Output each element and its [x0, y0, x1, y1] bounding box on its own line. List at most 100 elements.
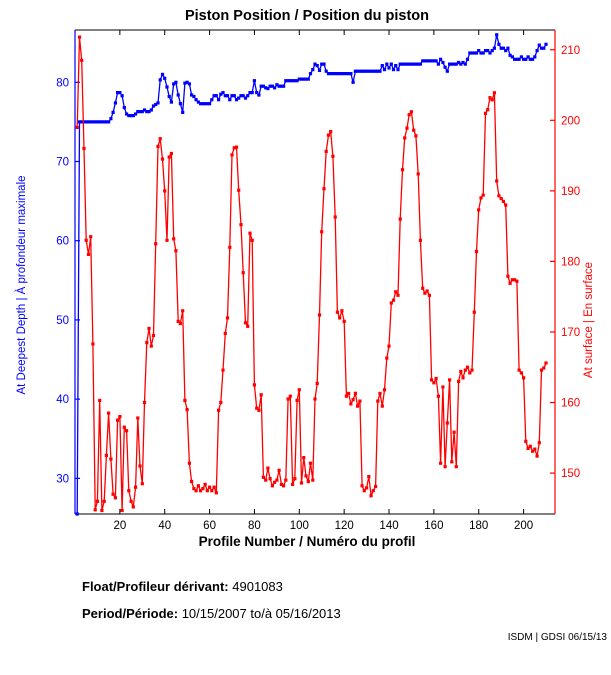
left-tick-label: 40	[56, 394, 69, 406]
data-point-marker	[248, 231, 252, 235]
data-point-marker	[436, 62, 440, 66]
data-point-marker	[434, 59, 438, 63]
data-point-marker	[320, 230, 324, 234]
data-point-marker	[468, 371, 472, 375]
data-point-marker	[234, 98, 239, 102]
data-point-marker	[378, 391, 382, 395]
data-point-marker	[488, 96, 492, 100]
data-point-marker	[199, 489, 203, 493]
data-point-marker	[122, 106, 126, 110]
data-point-marker	[156, 144, 160, 148]
data-point-marker	[270, 84, 274, 88]
data-point-marker	[418, 62, 422, 66]
data-point-marker	[382, 388, 387, 392]
data-point-marker	[138, 110, 142, 114]
data-point-marker	[194, 98, 198, 102]
data-point-marker	[544, 361, 548, 365]
data-point-marker	[425, 59, 429, 63]
data-point-marker	[443, 465, 447, 469]
data-point-marker	[477, 208, 481, 212]
data-point-marker	[347, 72, 351, 76]
data-point-marker	[382, 68, 387, 72]
data-point-marker	[160, 72, 165, 76]
data-point-marker	[450, 62, 454, 66]
data-point-marker	[264, 478, 268, 482]
data-point-marker	[472, 310, 476, 314]
data-point-marker	[338, 316, 342, 320]
data-point-marker	[250, 91, 254, 95]
data-point-marker	[169, 100, 173, 104]
data-point-marker	[448, 378, 452, 382]
data-point-marker	[360, 484, 364, 488]
data-point-marker	[125, 429, 129, 433]
data-point-marker	[154, 102, 158, 107]
data-point-marker	[178, 102, 182, 106]
data-point-marker	[396, 293, 400, 297]
data-point-marker	[172, 237, 176, 241]
data-point-marker	[217, 98, 221, 102]
data-point-marker	[98, 120, 102, 124]
data-point-marker	[362, 69, 366, 73]
data-point-marker	[297, 77, 301, 81]
data-point-marker	[100, 120, 104, 124]
data-point-marker	[326, 133, 331, 137]
data-point-marker	[519, 55, 523, 59]
data-point-marker	[299, 481, 304, 485]
data-point-marker	[221, 368, 225, 372]
data-point-marker	[416, 172, 420, 176]
data-point-marker	[356, 69, 360, 73]
deepest-depth-series	[75, 33, 548, 516]
data-point-marker	[374, 484, 378, 489]
data-point-marker	[403, 62, 407, 66]
data-point-marker	[463, 62, 467, 66]
data-point-marker	[472, 51, 476, 55]
data-point-marker	[252, 79, 256, 83]
data-point-marker	[138, 464, 142, 468]
data-point-marker	[439, 461, 443, 465]
x-tick-label: 180	[469, 520, 488, 532]
data-point-marker	[145, 110, 149, 114]
data-point-marker	[387, 344, 391, 348]
data-point-marker	[329, 72, 333, 76]
float-id-line: Float/Profileur dérivant: 4901083	[82, 579, 283, 594]
data-point-marker	[203, 482, 207, 486]
data-point-marker	[506, 46, 510, 50]
data-point-marker	[445, 421, 449, 425]
data-point-marker	[443, 65, 447, 69]
data-point-marker	[275, 83, 279, 87]
data-point-marker	[174, 249, 178, 253]
data-point-marker	[407, 62, 411, 66]
data-point-marker	[526, 55, 530, 59]
data-point-marker	[479, 196, 483, 200]
data-point-marker	[232, 94, 236, 98]
data-point-marker	[528, 57, 532, 61]
data-point-marker	[165, 85, 169, 89]
period-label: Period/Période:	[82, 606, 179, 621]
data-point-marker	[279, 482, 283, 486]
data-point-marker	[326, 72, 331, 76]
data-point-marker	[407, 113, 411, 117]
data-point-marker	[457, 60, 461, 65]
data-point-marker	[427, 59, 431, 63]
data-point-marker	[492, 46, 496, 50]
data-point-marker	[380, 64, 384, 68]
data-point-marker	[459, 369, 463, 374]
data-point-marker	[84, 120, 88, 124]
x-tick-label: 60	[203, 520, 216, 532]
data-point-marker	[483, 49, 488, 53]
data-point-marker	[302, 456, 306, 460]
data-point-marker	[324, 69, 328, 73]
data-point-marker	[418, 238, 422, 242]
data-point-marker	[125, 112, 129, 116]
data-point-marker	[270, 484, 274, 488]
right-tick-label: 210	[561, 45, 580, 57]
data-point-marker	[508, 281, 512, 285]
data-point-marker	[140, 110, 144, 114]
data-point-marker	[237, 96, 241, 100]
data-point-marker	[237, 188, 241, 192]
data-point-marker	[531, 57, 535, 61]
data-point-marker	[257, 93, 261, 97]
data-point-marker	[501, 199, 505, 203]
data-point-marker	[371, 489, 375, 493]
period-line: Period/Période: 10/15/2007 to/à 05/16/20…	[82, 606, 341, 621]
